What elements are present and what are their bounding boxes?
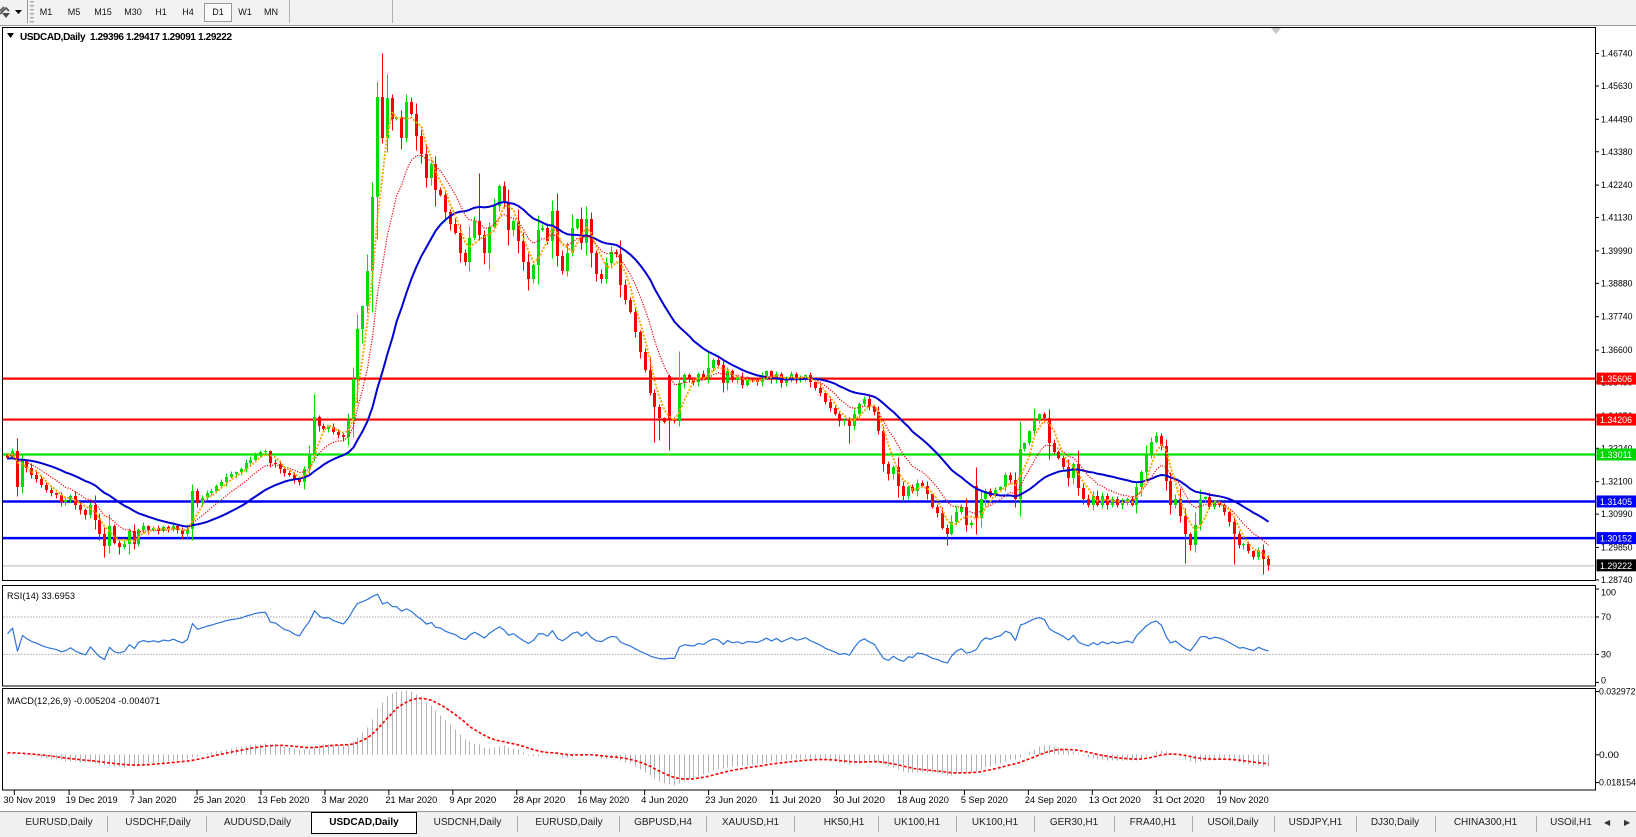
svg-text:25 Jan 2020: 25 Jan 2020 xyxy=(194,795,246,805)
svg-text:1.41130: 1.41130 xyxy=(1601,213,1633,223)
svg-text:1.42240: 1.42240 xyxy=(1601,180,1633,190)
svg-text:1.30990: 1.30990 xyxy=(1601,509,1633,519)
svg-text:1.33011: 1.33011 xyxy=(1600,450,1632,460)
svg-text:19 Dec 2019: 19 Dec 2019 xyxy=(66,795,118,805)
svg-text:0: 0 xyxy=(1601,676,1606,686)
svg-text:1.33240: 1.33240 xyxy=(1601,443,1633,453)
svg-text:19 Nov 2020: 19 Nov 2020 xyxy=(1217,795,1269,805)
svg-text:9 Apr 2020: 9 Apr 2020 xyxy=(449,795,496,805)
svg-text:1.34206: 1.34206 xyxy=(1600,415,1632,425)
svg-text:16 May 2020: 16 May 2020 xyxy=(577,795,629,805)
svg-text:1.37740: 1.37740 xyxy=(1601,312,1633,322)
svg-text:1.44490: 1.44490 xyxy=(1601,114,1633,124)
svg-text:13 Feb 2020: 13 Feb 2020 xyxy=(257,795,309,805)
svg-text:0.032972: 0.032972 xyxy=(1599,687,1636,697)
svg-text:1.45630: 1.45630 xyxy=(1601,81,1633,91)
svg-text:7 Jan 2020: 7 Jan 2020 xyxy=(130,795,177,805)
svg-text:1.38880: 1.38880 xyxy=(1601,278,1633,288)
svg-text:24 Sep 2020: 24 Sep 2020 xyxy=(1025,795,1077,805)
svg-text:5 Sep 2020: 5 Sep 2020 xyxy=(961,795,1008,805)
svg-text:11 Jul 2020: 11 Jul 2020 xyxy=(769,795,821,805)
svg-text:1.39990: 1.39990 xyxy=(1601,246,1633,256)
svg-text:21 Mar 2020: 21 Mar 2020 xyxy=(385,795,437,805)
svg-text:1.43380: 1.43380 xyxy=(1601,147,1633,157)
svg-text:MACD(12,26,9) -0.005204 -0.004: MACD(12,26,9) -0.005204 -0.004071 xyxy=(7,696,160,706)
svg-text:13 Oct 2020: 13 Oct 2020 xyxy=(1089,795,1141,805)
svg-text:1.29850: 1.29850 xyxy=(1601,542,1633,552)
svg-text:1.46740: 1.46740 xyxy=(1601,49,1633,59)
svg-text:30: 30 xyxy=(1601,649,1611,659)
svg-text:0.00: 0.00 xyxy=(1599,750,1619,760)
svg-text:23 Jun 2020: 23 Jun 2020 xyxy=(705,795,757,805)
svg-text:1.29222: 1.29222 xyxy=(1600,561,1632,571)
svg-text:28 Apr 2020: 28 Apr 2020 xyxy=(513,795,565,805)
svg-text:30 Jul 2020: 30 Jul 2020 xyxy=(833,795,885,805)
svg-text:100: 100 xyxy=(1601,588,1616,598)
svg-text:30 Nov 2019: 30 Nov 2019 xyxy=(4,795,56,805)
svg-text:-0.018154: -0.018154 xyxy=(1596,778,1636,788)
svg-text:1.31405: 1.31405 xyxy=(1600,497,1632,507)
svg-text:3 Mar 2020: 3 Mar 2020 xyxy=(321,795,368,805)
svg-text:1.32100: 1.32100 xyxy=(1601,477,1633,487)
svg-text:1.36600: 1.36600 xyxy=(1601,345,1633,355)
svg-text:RSI(14) 33.6953: RSI(14) 33.6953 xyxy=(7,591,75,601)
svg-text:4 Jun 2020: 4 Jun 2020 xyxy=(641,795,688,805)
svg-text:1.28740: 1.28740 xyxy=(1601,575,1633,585)
svg-text:1.35606: 1.35606 xyxy=(1600,374,1632,384)
svg-text:USDCAD,Daily 1.29396 1.29417: USDCAD,Daily 1.29396 1.29417 1.29091 1.2… xyxy=(20,32,232,43)
svg-text:18 Aug 2020: 18 Aug 2020 xyxy=(897,795,949,805)
svg-text:70: 70 xyxy=(1601,612,1611,622)
svg-text:1.30152: 1.30152 xyxy=(1600,534,1632,544)
svg-text:31 Oct 2020: 31 Oct 2020 xyxy=(1153,795,1205,805)
